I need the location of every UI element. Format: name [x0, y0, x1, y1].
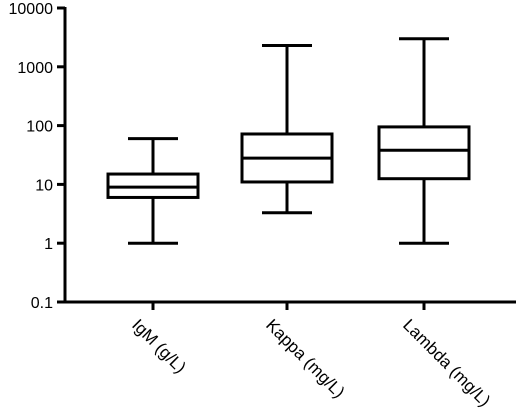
axes: [57, 6, 516, 310]
y-tick-label: 0.1: [31, 295, 53, 312]
x-tick-label: Lambda (mg/L): [399, 315, 494, 410]
boxes: [106, 37, 471, 245]
y-tick-label: 10: [35, 177, 53, 194]
x-tick-label: Kappa (mg/L): [262, 315, 348, 401]
box-iqr: [377, 125, 471, 181]
y-tick-label: 1: [44, 236, 53, 253]
x-tick-label: IgM (g/L): [128, 315, 190, 377]
labels: 0.1 1 10 100 1000 10000 IgM (g/L) Kappa (mg/L) L…: [9, 1, 495, 410]
y-tick-label: 100: [26, 119, 53, 136]
y-tick-label: 1000: [17, 60, 53, 77]
y-tick-label: 10000: [9, 1, 54, 18]
